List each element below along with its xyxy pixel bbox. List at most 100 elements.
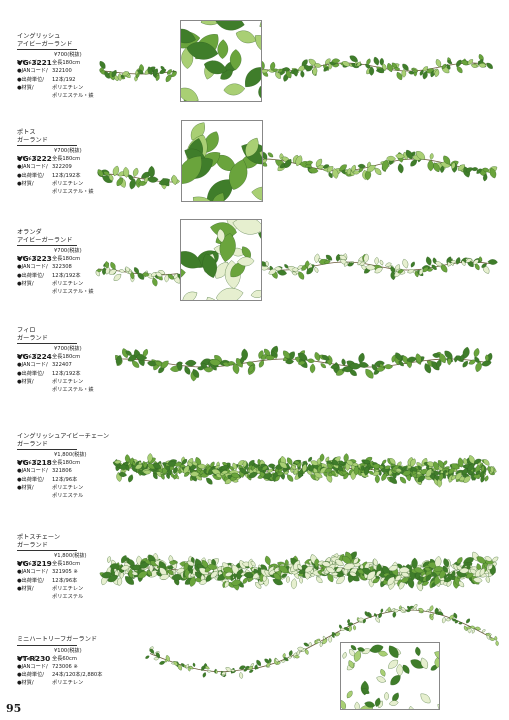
spec-value: ポリエチレン (52, 585, 84, 592)
leaf-shape (405, 609, 411, 613)
leaf-shape (285, 359, 294, 365)
closeup-leaf (434, 651, 439, 660)
leaf-shape (138, 562, 150, 569)
leaf-shape (315, 158, 323, 167)
closeup-leaf (376, 676, 386, 683)
spec-row: ●材質/ポリエチレン (17, 180, 127, 188)
code-price-row: VT-R230 ¥100(税抜) (17, 644, 82, 663)
leaf-shape (473, 259, 479, 265)
leaf-shape (385, 262, 392, 267)
leaf-shape (128, 474, 134, 483)
leaf-shape (447, 357, 452, 366)
spec-row: ●出荷単位/12本/96本 (17, 476, 127, 484)
leaf-shape (202, 672, 207, 678)
leaf-shape (181, 459, 188, 465)
leaf-shape (466, 618, 470, 624)
leaf-shape (479, 567, 486, 576)
leaf-shape (264, 555, 271, 566)
leaf-shape (221, 671, 227, 675)
leaf-shape (120, 565, 130, 571)
leaf-shape (481, 263, 487, 268)
leaf-shape (395, 468, 403, 473)
leaf-shape (386, 155, 396, 162)
leaf-shape (104, 261, 110, 269)
spec-value: 322407 (52, 362, 72, 369)
leaf-shape (107, 556, 112, 564)
leaf-shape (442, 616, 446, 624)
spec-label: ●材質/ (17, 280, 34, 287)
leaf-shape (476, 168, 482, 174)
leaf-shape (278, 68, 283, 73)
spec-value: ポリエステル・鉄 (52, 289, 94, 295)
leaf-shape (239, 665, 246, 670)
leaf-shape (314, 266, 319, 273)
leaf-shape (128, 559, 135, 567)
leaf-shape (366, 165, 376, 173)
leaf-shape (144, 176, 149, 183)
leaf-shape (374, 474, 380, 484)
leaf-shape (312, 66, 318, 76)
product-entry: オランダ アイビーガーランド VG-3223 ¥700(税抜) ●サイズ/全長180cm… (17, 229, 127, 296)
spec-row: ●材質/ポリエチレン (17, 484, 127, 492)
spec-row: ポリエステル・鉄 (17, 92, 127, 100)
leaf-shape (225, 667, 232, 672)
leaf-shape (407, 577, 415, 589)
leaf-shape (277, 471, 284, 476)
leaf-shape (147, 360, 158, 367)
leaf-shape (462, 360, 468, 368)
leaf-shape (481, 629, 486, 633)
spec-value: 12本/96本 (52, 476, 78, 483)
leaf-shape (402, 63, 409, 71)
spec-row: ●サイズ/全長180cm (17, 459, 127, 467)
leaf-shape (143, 469, 152, 475)
closeup-leaf (186, 41, 219, 60)
leaf-shape (353, 465, 360, 476)
spec-label: ●材質/ (17, 484, 34, 491)
leaf-shape (470, 63, 478, 68)
leaf-shape (264, 348, 271, 357)
leaf-shape (379, 259, 384, 266)
leaf-shape (342, 61, 351, 67)
leaf-shape (232, 462, 238, 470)
leaf-shape (256, 659, 261, 667)
leaf-shape (322, 638, 328, 645)
leaf-shape (242, 577, 248, 584)
spec-value: 12本/96本 (52, 577, 78, 584)
closeup-photo-vg-3223 (180, 219, 262, 301)
spec-value: ポリエチレン (52, 180, 84, 187)
leaf-shape (331, 58, 341, 64)
closeup-leaf (402, 664, 410, 674)
leaf-shape (457, 457, 464, 468)
leaf-shape (111, 69, 117, 78)
leaf-shape (382, 63, 387, 71)
leaf-shape (397, 163, 404, 174)
leaf-shape (265, 260, 269, 267)
closeup-leaf (230, 261, 246, 278)
leaf-shape (436, 359, 442, 368)
spec-value: ポリエステル (52, 493, 84, 499)
leaf-shape (377, 68, 386, 73)
leaf-shape (274, 266, 283, 271)
spec-row: ポリエステル・鉄 (17, 288, 127, 296)
spec-label: ●JANコード/ (17, 264, 48, 271)
leaf-shape (195, 571, 202, 579)
spec-value: 322308 (52, 264, 72, 271)
spec-value: ポリエチレン (52, 378, 84, 385)
leaf-shape (469, 568, 477, 575)
leaf-shape (250, 663, 254, 667)
leaf-shape (487, 259, 498, 265)
spec-label: ●サイズ/ (17, 460, 39, 467)
leaf-shape (169, 560, 177, 565)
leaf-shape (335, 559, 344, 566)
leaf-shape (410, 458, 416, 467)
closeup-leaf (388, 645, 399, 658)
leaf-shape (220, 465, 229, 471)
product-name: ガーランド (17, 136, 48, 144)
spec-label: ●サイズ/ (17, 156, 39, 163)
leaf-shape (431, 264, 437, 270)
leaf-shape (362, 618, 366, 624)
closeup-leaf (258, 86, 261, 101)
leaf-shape (485, 575, 490, 583)
leaf-shape (206, 477, 213, 485)
leaf-shape (304, 566, 314, 573)
